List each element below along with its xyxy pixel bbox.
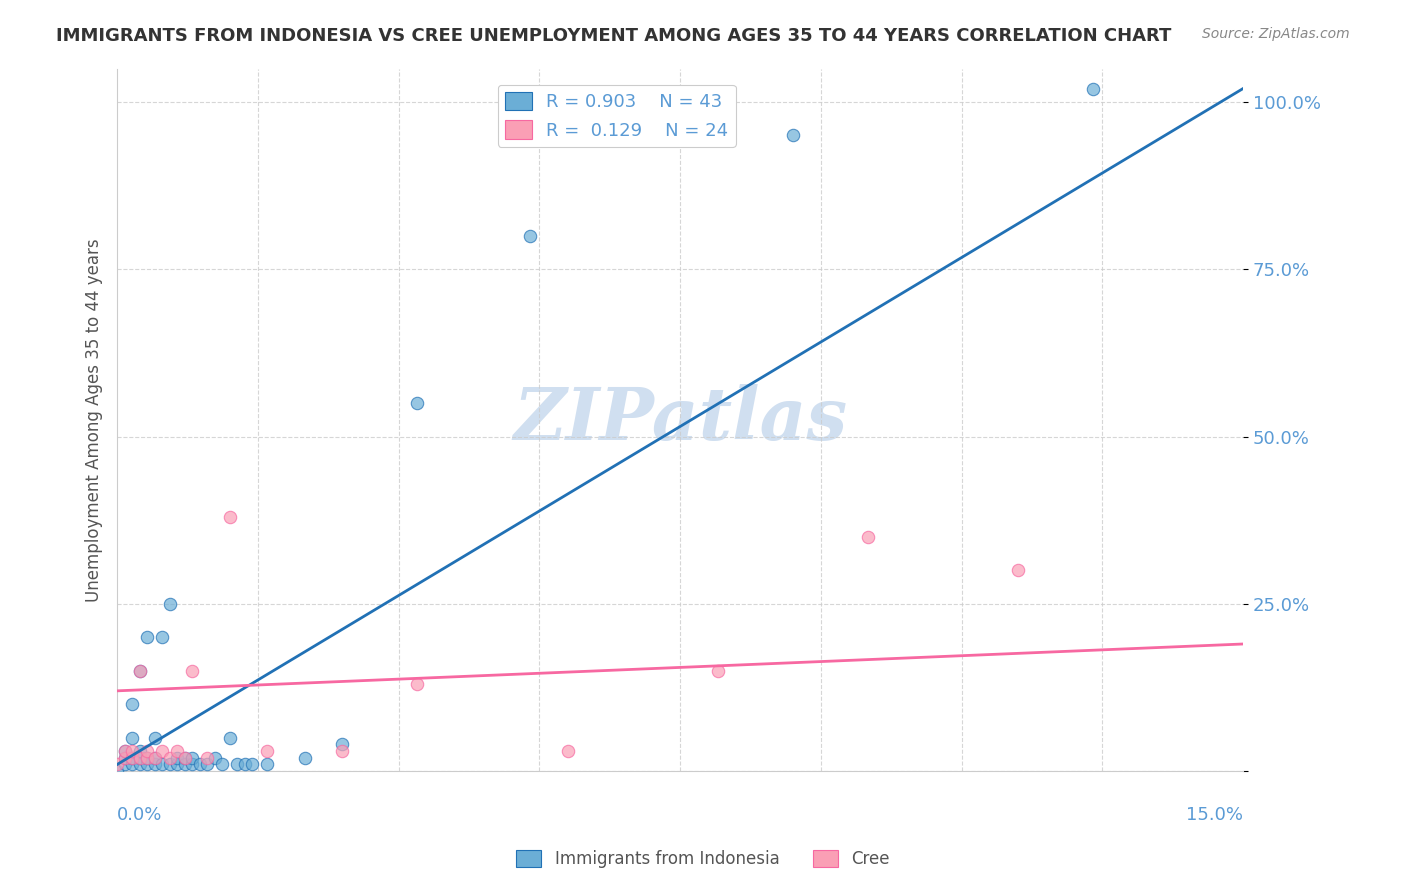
Point [128, 664, 150, 678]
Point [114, 751, 136, 765]
Point [128, 751, 150, 765]
Point [159, 751, 181, 765]
Y-axis label: Unemployment Among Ages 35 to 44 years: Unemployment Among Ages 35 to 44 years [86, 238, 103, 601]
Point [128, 751, 150, 765]
Point [1007, 563, 1029, 577]
Point [150, 744, 173, 758]
Point [181, 757, 204, 772]
Point [195, 751, 218, 765]
Legend: Immigrants from Indonesia, Cree: Immigrants from Indonesia, Cree [510, 843, 896, 875]
Point [159, 597, 181, 611]
Point [136, 757, 159, 772]
Point [121, 751, 143, 765]
Point [121, 751, 143, 765]
Point [233, 757, 256, 772]
Point [294, 751, 316, 765]
Point [128, 744, 150, 758]
Point [256, 744, 278, 758]
Point [218, 509, 240, 524]
Point [166, 757, 188, 772]
Point [856, 530, 879, 544]
Point [166, 744, 188, 758]
Point [406, 677, 429, 691]
Point [159, 757, 181, 772]
Text: 0.0%: 0.0% [117, 806, 163, 824]
Point [150, 757, 173, 772]
Point [330, 737, 353, 751]
Point [121, 757, 143, 772]
Point [114, 757, 136, 772]
Point [173, 757, 195, 772]
Point [782, 128, 804, 143]
Point [114, 744, 136, 758]
Point [136, 751, 159, 765]
Point [105, 757, 128, 772]
Point [181, 664, 204, 678]
Point [143, 751, 166, 765]
Point [166, 751, 188, 765]
Text: Source: ZipAtlas.com: Source: ZipAtlas.com [1202, 27, 1350, 41]
Point [105, 764, 128, 779]
Text: IMMIGRANTS FROM INDONESIA VS CREE UNEMPLOYMENT AMONG AGES 35 TO 44 YEARS CORRELA: IMMIGRANTS FROM INDONESIA VS CREE UNEMPL… [56, 27, 1171, 45]
Point [173, 751, 195, 765]
Point [240, 757, 263, 772]
Point [136, 751, 159, 765]
Point [256, 757, 278, 772]
Point [136, 744, 159, 758]
Point [128, 664, 150, 678]
Point [143, 751, 166, 765]
Point [181, 751, 204, 765]
Point [128, 757, 150, 772]
Text: ZIPatlas: ZIPatlas [513, 384, 848, 455]
Legend: R = 0.903    N = 43, R =  0.129    N = 24: R = 0.903 N = 43, R = 0.129 N = 24 [498, 85, 735, 147]
Point [218, 731, 240, 745]
Point [204, 751, 226, 765]
Point [143, 731, 166, 745]
Point [226, 757, 249, 772]
Text: 15.0%: 15.0% [1187, 806, 1243, 824]
Point [706, 664, 728, 678]
Point [557, 744, 579, 758]
Point [150, 630, 173, 644]
Point [173, 751, 195, 765]
Point [519, 228, 541, 243]
Point [1081, 81, 1104, 95]
Point [114, 744, 136, 758]
Point [143, 757, 166, 772]
Point [188, 757, 211, 772]
Point [114, 751, 136, 765]
Point [211, 757, 233, 772]
Point [121, 697, 143, 711]
Point [121, 731, 143, 745]
Point [195, 757, 218, 772]
Point [121, 744, 143, 758]
Point [330, 744, 353, 758]
Point [406, 396, 429, 410]
Point [136, 630, 159, 644]
